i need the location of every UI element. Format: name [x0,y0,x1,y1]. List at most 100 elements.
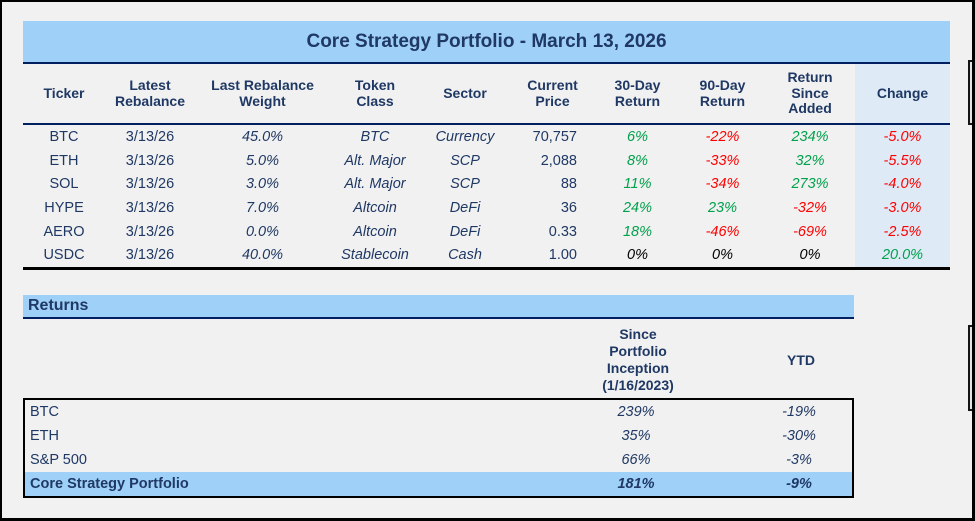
cell-ticker: ETH [49,152,79,169]
portfolio-header-row: Ticker Latest Rebalance Last Rebalance W… [23,64,950,125]
offscreen-table-edge-top [968,60,975,125]
returns-since-inception-value: 35% [621,428,651,444]
cell-change: -2.5% [855,219,950,244]
returns-row-label: BTC [30,404,59,420]
table-row-eth: ETH 3/13/26 5.0% Alt. Major SCP 2,088 8%… [23,148,950,173]
cell-return-since-added: 32% [795,152,825,169]
cell-weight: 3.0% [245,176,280,193]
portfolio-table: Core Strategy Portfolio - March 13, 2026… [23,21,950,270]
returns-header-row: Since Portfolio Inception (1/16/2023) YT… [23,322,854,398]
returns-since-inception-value: 66% [621,452,651,468]
returns-row-label: S&P 500 [30,452,87,468]
cell-30day-return: 0% [627,247,648,264]
cell-return-since-added: 273% [791,176,829,193]
cell-rebalance-date: 3/13/26 [125,176,175,193]
cell-return-since-added: -32% [793,199,827,216]
returns-row-eth: ETH 35% -30% [25,424,852,448]
returns-row-label: ETH [30,428,59,444]
cell-token-class: Altcoin [353,223,397,240]
offscreen-table-edge-bottom [968,325,975,411]
table-row-sol: SOL 3/13/26 3.0% Alt. Major SCP 88 11% -… [23,172,950,197]
cell-token-class: Stablecoin [341,247,409,264]
cell-return-since-added: -69% [793,223,827,240]
table-row-btc: BTC 3/13/26 45.0% BTC Currency 70,757 6%… [23,125,950,149]
cell-90day-return: -46% [705,223,740,240]
cell-ticker: AERO [43,223,85,240]
cell-90day-return: 0% [712,247,733,264]
cell-30day-return: 6% [627,128,648,145]
returns-header-spacer [23,322,528,398]
cell-price: 0.33 [548,223,577,240]
column-header-latest-rebalance: Latest Rebalance [114,76,186,109]
cell-price: 1.00 [548,247,577,264]
cell-token-class: BTC [360,128,390,145]
column-header-ytd: YTD [787,352,815,368]
returns-ytd-value: -9% [786,476,812,492]
cell-90day-return: -34% [705,176,740,193]
returns-row-sp500: S&P 500 66% -3% [25,448,852,472]
returns-row-core-strategy-portfolio: Core Strategy Portfolio 181% -9% [25,472,852,496]
returns-section-header: Returns [23,295,854,319]
column-header-90day-return: 90-Day Return [699,76,746,109]
cell-90day-return: -33% [705,152,740,169]
column-header-30day-return: 30-Day Return [614,76,661,109]
cell-rebalance-date: 3/13/26 [125,223,175,240]
returns-row-btc: BTC 239% -19% [25,400,852,424]
cell-ticker: HYPE [44,199,84,216]
cell-change: -4.0% [855,172,950,197]
cell-price: 2,088 [540,152,577,169]
cell-token-class: Alt. Major [344,176,406,193]
portfolio-title-bar: Core Strategy Portfolio - March 13, 2026 [23,21,950,64]
cell-sector: DeFi [449,223,481,240]
cell-change: -5.5% [855,148,950,173]
returns-section-title: Returns [28,297,89,314]
cell-90day-return: -22% [705,128,740,145]
cell-sector: SCP [450,176,480,193]
cell-sector: Currency [435,128,495,145]
portfolio-table-body: BTC 3/13/26 45.0% BTC Currency 70,757 6%… [23,125,950,270]
column-header-ticker: Ticker [43,84,85,101]
cell-rebalance-date: 3/13/26 [125,199,175,216]
cell-rebalance-date: 3/13/26 [125,247,175,264]
returns-table: BTC 239% -19% ETH 35% -30% S&P 500 66% -… [23,398,854,498]
cell-weight: 0.0% [245,223,280,240]
cell-change: -3.0% [855,196,950,220]
cell-90day-return: 23% [707,199,738,216]
cell-rebalance-date: 3/13/26 [125,152,175,169]
cell-sector: Cash [448,247,482,264]
cell-sector: SCP [450,152,480,169]
column-header-rebalance-weight: Last Rebalance Weight [211,76,314,109]
cell-price: 70,757 [532,128,577,145]
column-header-change: Change [855,64,950,123]
cell-return-since-added: 234% [791,128,829,145]
cell-ticker: SOL [49,176,79,193]
cell-price: 36 [560,199,577,216]
cell-rebalance-date: 3/13/26 [125,128,175,145]
returns-ytd-value: -3% [786,452,812,468]
column-header-token-class: Token Class [354,76,396,109]
column-header-current-price: Current Price [527,76,578,109]
returns-since-inception-value: 181% [617,476,655,492]
returns-ytd-value: -19% [782,404,816,420]
cell-ticker: USDC [43,247,85,264]
column-header-sector: Sector [443,84,487,101]
cell-change: -5.0% [855,125,950,149]
column-header-return-since-added: Return Since Added [787,68,833,117]
cell-ticker: BTC [49,128,79,145]
table-row-hype: HYPE 3/13/26 7.0% Altcoin DeFi 36 24% 23… [23,196,950,220]
cell-token-class: Alt. Major [344,152,406,169]
returns-since-inception-value: 239% [617,404,655,420]
cell-30day-return: 8% [627,152,648,169]
cell-return-since-added: 0% [799,247,821,264]
table-row-aero: AERO 3/13/26 0.0% Altcoin DeFi 0.33 18% … [23,219,950,244]
returns-row-label: Core Strategy Portfolio [30,476,189,492]
cell-30day-return: 24% [622,199,653,216]
returns-ytd-value: -30% [782,428,816,444]
cell-weight: 40.0% [241,247,284,264]
cell-change: 20.0% [855,243,950,268]
cell-weight: 5.0% [245,152,280,169]
cell-30day-return: 11% [623,176,652,193]
cell-sector: DeFi [449,199,481,216]
portfolio-title: Core Strategy Portfolio - March 13, 2026 [306,30,667,52]
cell-price: 88 [560,176,577,193]
